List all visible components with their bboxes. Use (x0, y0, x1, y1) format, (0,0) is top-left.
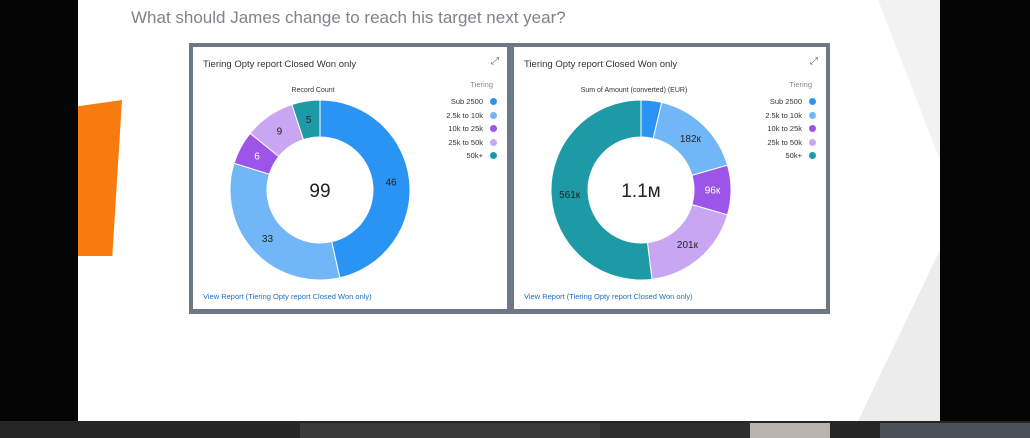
data-label-50k: 561к (559, 190, 581, 201)
chart-title: Tiering Opty report Closed Won only (203, 59, 357, 70)
donut-chart-sum-of-amount[interactable]: 182к 96к 201к 561к 1.1м (550, 99, 732, 281)
center-total: 1.1м (621, 181, 660, 202)
legend-swatch (809, 138, 816, 146)
legend-label: 10k to 25k (767, 124, 802, 134)
legend-label: 25k to 50k (448, 137, 483, 147)
legend-item-10k-to-25k[interactable]: 10k to 25k (765, 122, 816, 136)
participant-thumbnail (300, 423, 600, 438)
data-label-50k: 5 (306, 115, 312, 126)
data-label-10k-to-25k: 6 (254, 152, 260, 163)
data-label-2-5k-to-10k: 33 (262, 234, 274, 245)
legend-swatch (809, 125, 816, 133)
legend: Sub 2500 2.5k to 10k 10k to 25k 25k to 50k 5… (765, 95, 816, 163)
slide-background-shade (858, 0, 940, 421)
legend-item-sub-2500[interactable]: Sub 2500 (446, 95, 497, 109)
legend-item-50k[interactable]: 50k+ (765, 149, 816, 163)
legend-label: Sub 2500 (450, 97, 483, 107)
legend-swatch (809, 111, 816, 119)
legend-label: 2.5k to 10k (446, 110, 483, 120)
presentation-slide: What should James change to reach his ta… (78, 0, 940, 421)
data-label-10k-to-25k: 96к (705, 186, 721, 197)
dashboard-frame: Tiering Opty report Closed Won only ⤢ Re… (189, 43, 830, 314)
slice-2-5k-to-10k[interactable] (229, 162, 341, 281)
participant-thumbnail (750, 423, 830, 438)
legend-item-50k[interactable]: 50k+ (446, 149, 497, 163)
participant-thumbnail (600, 423, 750, 438)
slice-50k[interactable] (291, 99, 321, 141)
legend-label: 50k+ (785, 151, 802, 161)
legend-item-sub-2500[interactable]: Sub 2500 (765, 95, 816, 109)
legend-item-10k-to-25k[interactable]: 10k to 25k (446, 122, 497, 136)
legend: Sub 2500 2.5k to 10k 10k to 25k 25k to 50k 5… (446, 95, 497, 163)
view-report-link[interactable]: View Report (Tiering Opty report Closed … (203, 292, 372, 301)
participant-thumbnail (880, 423, 1030, 438)
data-label-25k-to-50k: 9 (277, 127, 283, 138)
legend-swatch (490, 98, 497, 106)
legend-swatch (490, 152, 497, 160)
legend-title: Tiering (789, 80, 812, 89)
legend-label: 25k to 50k (767, 137, 802, 147)
legend-swatch (490, 111, 497, 119)
left-black-border (0, 0, 78, 421)
expand-icon[interactable]: ⤢ (491, 56, 499, 67)
legend-title: Tiering (470, 80, 493, 89)
right-black-border (940, 0, 1030, 421)
chart-card-sum-of-amount: Tiering Opty report Closed Won only ⤢ Su… (514, 47, 826, 309)
legend-swatch (809, 98, 816, 106)
legend-label: 50k+ (466, 151, 483, 161)
chart-title: Tiering Opty report Closed Won only (524, 59, 678, 70)
center-total: 99 (309, 181, 330, 202)
expand-icon[interactable]: ⤢ (810, 56, 818, 67)
slice-sub-2500[interactable] (319, 99, 411, 279)
legend-item-2-5k-to-10k[interactable]: 2.5k to 10k (765, 109, 816, 123)
donut-chart-record-count[interactable]: 46 33 6 9 5 99 (229, 99, 411, 281)
data-label-sub-2500: 46 (385, 178, 397, 189)
legend-label: Sub 2500 (769, 97, 802, 107)
data-label-2-5k-to-10k: 182к (680, 134, 702, 145)
legend-label: 10k to 25k (448, 124, 483, 134)
slide-question: What should James change to reach his ta… (131, 8, 566, 27)
legend-item-25k-to-50k[interactable]: 25k to 50k (765, 136, 816, 150)
legend-swatch (490, 138, 497, 146)
data-label-25k-to-50k: 201к (677, 240, 699, 251)
chart-card-record-count: Tiering Opty report Closed Won only ⤢ Re… (193, 47, 507, 309)
legend-swatch (490, 125, 497, 133)
legend-swatch (809, 152, 816, 160)
legend-label: 2.5k to 10k (765, 110, 802, 120)
view-report-link[interactable]: View Report (Tiering Opty report Closed … (524, 292, 693, 301)
slice-50k[interactable] (550, 99, 653, 281)
legend-item-2-5k-to-10k[interactable]: 2.5k to 10k (446, 109, 497, 123)
legend-item-25k-to-50k[interactable]: 25k to 50k (446, 136, 497, 150)
metric-label: Sum of Amount (converted) (EUR) (580, 87, 688, 94)
metric-label: Record Count (291, 87, 335, 94)
